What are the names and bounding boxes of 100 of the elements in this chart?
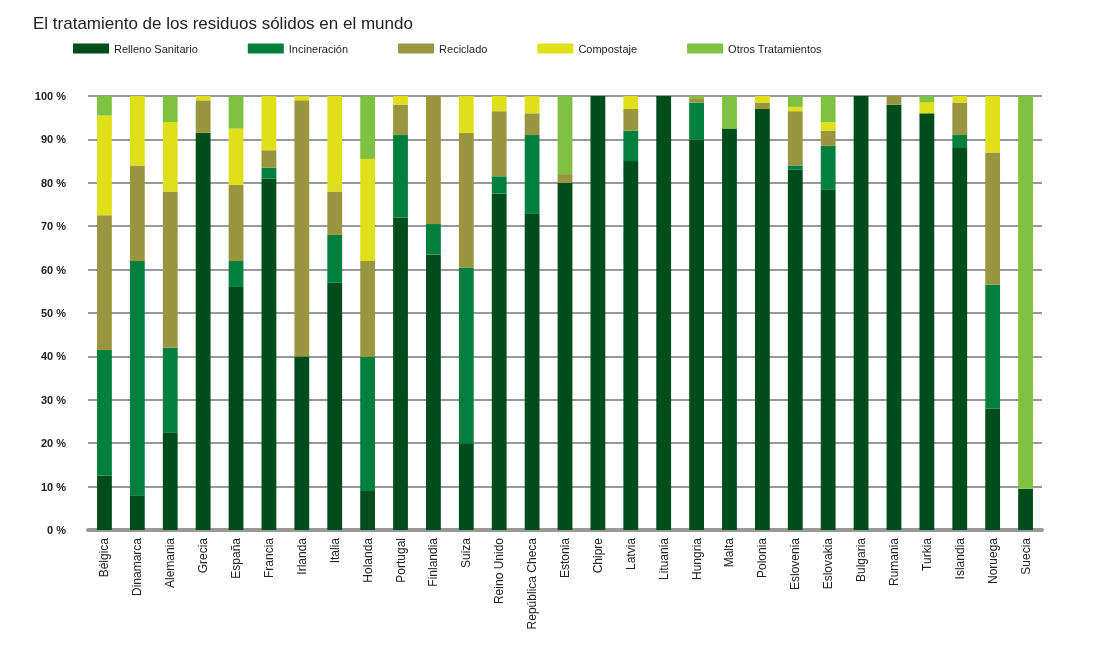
bar	[97, 475, 112, 530]
bar	[787, 165, 803, 170]
bar	[97, 215, 112, 350]
bar	[689, 102, 704, 140]
bar	[985, 284, 1001, 409]
bar	[820, 145, 836, 190]
bar	[327, 282, 343, 530]
bar	[294, 96, 310, 101]
y-tick-label: 30 %	[40, 393, 67, 406]
bar	[360, 356, 376, 491]
bar	[952, 96, 968, 103]
bar	[393, 96, 408, 105]
bar	[886, 104, 902, 530]
bar	[458, 443, 474, 530]
bar	[623, 96, 639, 110]
legend-label: Relleno Sanitario	[114, 42, 198, 55]
x-tick-label: Suecia	[1018, 537, 1033, 575]
x-tick-label: Turkia	[919, 537, 934, 571]
bar	[261, 96, 277, 151]
legend-label: Incineración	[288, 42, 349, 55]
bar	[524, 135, 540, 214]
x-tick-label: Rumania	[886, 537, 901, 587]
x-tick-label: Bélgica	[97, 537, 112, 578]
bar	[129, 260, 145, 496]
bar	[97, 349, 112, 476]
x-tick-label: Eslovakia	[821, 537, 836, 590]
bar	[97, 96, 112, 116]
bar	[952, 102, 968, 136]
bar	[228, 286, 244, 530]
bar	[491, 193, 507, 530]
y-tick-label: 50 %	[40, 307, 67, 319]
legend-label: Reciclado	[439, 42, 488, 55]
bar	[689, 139, 704, 530]
y-tick-label: 40 %	[40, 350, 67, 363]
bar	[228, 128, 244, 185]
bar	[228, 96, 244, 129]
x-tick-label: Islandia	[952, 537, 967, 580]
bar	[557, 182, 573, 530]
bar	[129, 96, 145, 166]
bar	[557, 96, 573, 175]
bar	[853, 96, 869, 530]
bar	[524, 113, 540, 136]
y-tick-label: 90 %	[40, 133, 67, 146]
y-tick-label: 20 %	[40, 437, 67, 450]
bar	[656, 96, 672, 530]
bar	[458, 267, 474, 444]
bar	[985, 152, 1001, 285]
x-tick-label: Malta	[722, 537, 737, 568]
bar	[294, 356, 310, 530]
bar	[754, 102, 770, 110]
bar	[1018, 96, 1033, 489]
bar	[524, 96, 540, 114]
bar	[327, 191, 343, 235]
y-tick-label: 10 %	[40, 480, 67, 493]
bar	[491, 111, 507, 177]
bar	[491, 96, 507, 112]
bar	[722, 128, 737, 530]
bar	[787, 169, 803, 530]
bar	[228, 184, 244, 261]
bar	[129, 495, 145, 530]
bar	[754, 109, 770, 530]
x-tick-label: Finlandia	[426, 537, 441, 587]
bar	[327, 234, 343, 283]
bar	[787, 96, 803, 107]
x-tick-label: Irlanda	[294, 537, 309, 575]
legend-label: Otros Tratamientos	[728, 42, 823, 55]
bar	[952, 135, 968, 149]
legend-label: Compostaje	[578, 42, 638, 55]
bar	[261, 150, 277, 168]
bar	[623, 109, 639, 131]
bar	[886, 96, 902, 105]
x-tick-label: España	[229, 537, 244, 579]
bar	[195, 132, 211, 530]
bar	[919, 102, 935, 114]
bar	[722, 96, 737, 129]
bar	[360, 260, 376, 357]
x-tick-label: Lituania	[656, 537, 671, 581]
y-tick-label: 80 %	[40, 176, 67, 189]
bar	[491, 176, 507, 194]
y-tick-label: 100 %	[34, 90, 67, 102]
bar	[426, 254, 441, 530]
bar	[689, 98, 704, 103]
bar	[919, 113, 935, 530]
bar	[985, 96, 1001, 153]
bar	[195, 96, 211, 101]
x-tick-label: Eslovenia	[788, 537, 803, 591]
bar	[458, 132, 474, 268]
x-tick-label: Suiza	[459, 537, 474, 569]
y-tick-label: 60 %	[40, 263, 67, 276]
x-tick-label: Portugal	[393, 538, 408, 583]
bar	[162, 191, 178, 348]
bar	[393, 104, 408, 136]
bar	[689, 96, 704, 99]
bar	[820, 189, 836, 530]
x-tick-label: Reino Unido	[492, 537, 507, 605]
bar	[426, 96, 441, 225]
y-tick-label: 0 %	[47, 524, 67, 536]
y-tick-label: 70 %	[40, 220, 67, 233]
bar	[162, 122, 178, 192]
bar	[623, 130, 639, 162]
